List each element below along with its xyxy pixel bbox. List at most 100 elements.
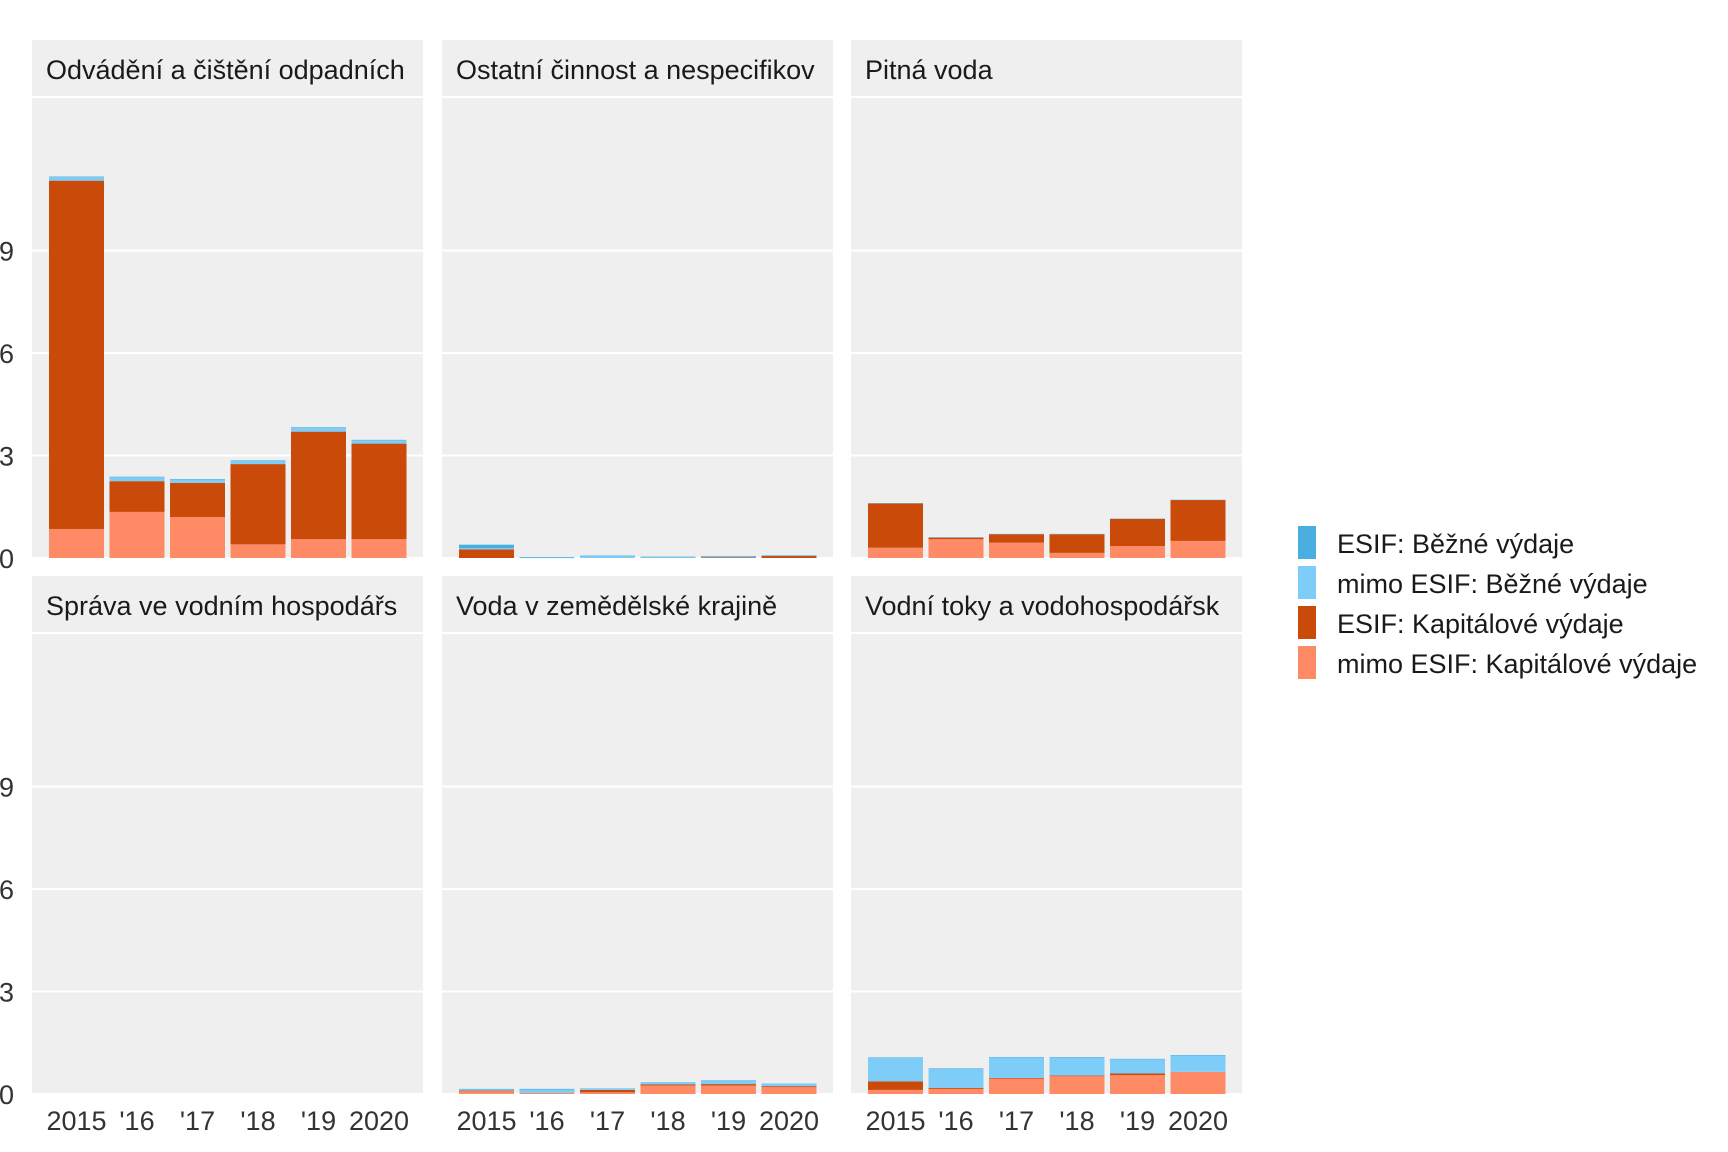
legend-swatch <box>1298 566 1316 599</box>
legend-swatch <box>1298 526 1316 559</box>
bar-segment <box>1049 1075 1105 1077</box>
bar-segment <box>49 528 104 558</box>
facet-title: Správa ve vodním hospodářs <box>46 591 397 621</box>
legend-label: ESIF: Běžné výdaje <box>1337 529 1574 559</box>
bar-segment <box>459 544 514 549</box>
bar-segment <box>1170 1071 1226 1094</box>
bar-segment <box>230 544 286 558</box>
bar-segment <box>1110 1075 1165 1094</box>
bar-segment <box>170 517 225 558</box>
bar-segment <box>701 557 756 558</box>
legend-swatch <box>1298 646 1316 679</box>
bar-segment <box>868 1057 923 1059</box>
legend: ESIF: Běžné výdaje mimo ESIF: Běžné výdaj… <box>1298 526 1697 679</box>
bar-segment <box>580 1092 635 1094</box>
bar-segment <box>459 1091 514 1094</box>
bar-segment <box>868 1058 923 1082</box>
bar-segment <box>459 1090 514 1092</box>
x-tick-label: '19 <box>1120 1106 1155 1136</box>
bar-segment <box>1049 1057 1105 1058</box>
bar-segment <box>989 1057 1044 1078</box>
facet-panel: Voda v zemědělské krajině <box>442 576 833 1095</box>
facet-title: Voda v zemědělské krajině <box>456 591 777 621</box>
bar-segment <box>519 556 575 558</box>
bar-segment <box>291 431 346 540</box>
bar-segment <box>868 503 923 548</box>
x-tick-label: '18 <box>1059 1106 1094 1136</box>
bar-segment <box>1110 518 1165 547</box>
y-tick-label: 6 <box>0 875 14 905</box>
x-tick-label: 2020 <box>759 1106 819 1136</box>
x-tick-label: '18 <box>240 1106 275 1136</box>
bar-segment <box>291 427 346 432</box>
bar-segment <box>230 460 286 461</box>
bar-segment <box>989 1078 1044 1094</box>
bar-segment <box>989 533 1044 535</box>
facet-panel: Vodní toky a vodohospodářsk <box>851 576 1242 1095</box>
bar-segment <box>1170 540 1226 558</box>
bar-segment <box>928 1088 984 1094</box>
bar-segment <box>989 1057 1044 1058</box>
bar-segment <box>351 440 407 444</box>
bar-segment <box>351 443 407 540</box>
bar-segment <box>640 1082 696 1085</box>
panel-background <box>32 576 423 1094</box>
bar-segment <box>989 534 1044 543</box>
y-tick-label: 9 <box>0 237 14 267</box>
bar-segment <box>109 511 165 558</box>
bar-segment <box>519 1088 575 1090</box>
bar-segment <box>351 439 407 441</box>
bar-segment <box>989 542 1044 558</box>
bar-segment <box>701 1085 756 1094</box>
bar-segment <box>459 1088 514 1090</box>
facet-panel: Odvádění a čištění odpadních <box>32 40 423 559</box>
bar-segment <box>928 537 984 540</box>
facet-title: Ostatní činnost a nespecifikov <box>456 55 815 85</box>
bar-segment <box>351 539 407 558</box>
bar-segment <box>1110 1058 1165 1060</box>
facet-title: Odvádění a čištění odpadních <box>46 55 405 85</box>
x-tick-label: 2015 <box>46 1106 106 1136</box>
bar-segment <box>1110 518 1165 519</box>
bar-segment <box>989 1077 1044 1079</box>
bar-segment <box>580 555 635 558</box>
bar-segment <box>109 481 165 512</box>
x-tick-label: 2015 <box>865 1106 925 1136</box>
bar-segment <box>580 1088 635 1090</box>
bar-segment <box>1110 1059 1165 1074</box>
x-tick-label: '16 <box>938 1106 973 1136</box>
bar-segment <box>1110 546 1165 558</box>
bar-segment <box>1049 1057 1105 1076</box>
bar-segment <box>1170 1055 1226 1056</box>
x-tick-label: '16 <box>119 1106 154 1136</box>
bar-segment <box>291 539 346 558</box>
panel-background <box>442 576 833 1094</box>
bar-segment <box>761 1087 817 1094</box>
facet-panel: Ostatní činnost a nespecifikov <box>442 40 833 559</box>
facet-panel: Pitná voda <box>851 40 1242 559</box>
panel-background <box>851 40 1242 558</box>
bar-segment <box>928 1068 984 1070</box>
legend-label: mimo ESIF: Běžné výdaje <box>1337 569 1648 599</box>
bar-segment <box>868 503 923 504</box>
x-tick-label: 2015 <box>456 1106 516 1136</box>
facet-panel: Správa ve vodním hospodářs <box>32 576 423 1095</box>
y-tick-label: 0 <box>0 544 14 574</box>
x-tick-label: '16 <box>529 1106 564 1136</box>
x-tick-label: '17 <box>999 1106 1034 1136</box>
bar-segment <box>459 1089 514 1091</box>
panel-background <box>851 576 1242 1094</box>
y-tick-label: 9 <box>0 773 14 803</box>
bar-segment <box>761 555 817 556</box>
x-tick-label: 2020 <box>349 1106 409 1136</box>
bar-segment <box>761 555 817 557</box>
facet-title: Pitná voda <box>865 55 994 85</box>
y-tick-label: 3 <box>0 978 14 1008</box>
bar-segment <box>230 460 286 465</box>
x-tick-label: 2020 <box>1168 1106 1228 1136</box>
bar-segment <box>1170 499 1226 541</box>
legend-label: mimo ESIF: Kapitálové výdaje <box>1337 649 1697 679</box>
bar-segment <box>230 464 286 545</box>
y-tick-label: 0 <box>0 1080 14 1110</box>
